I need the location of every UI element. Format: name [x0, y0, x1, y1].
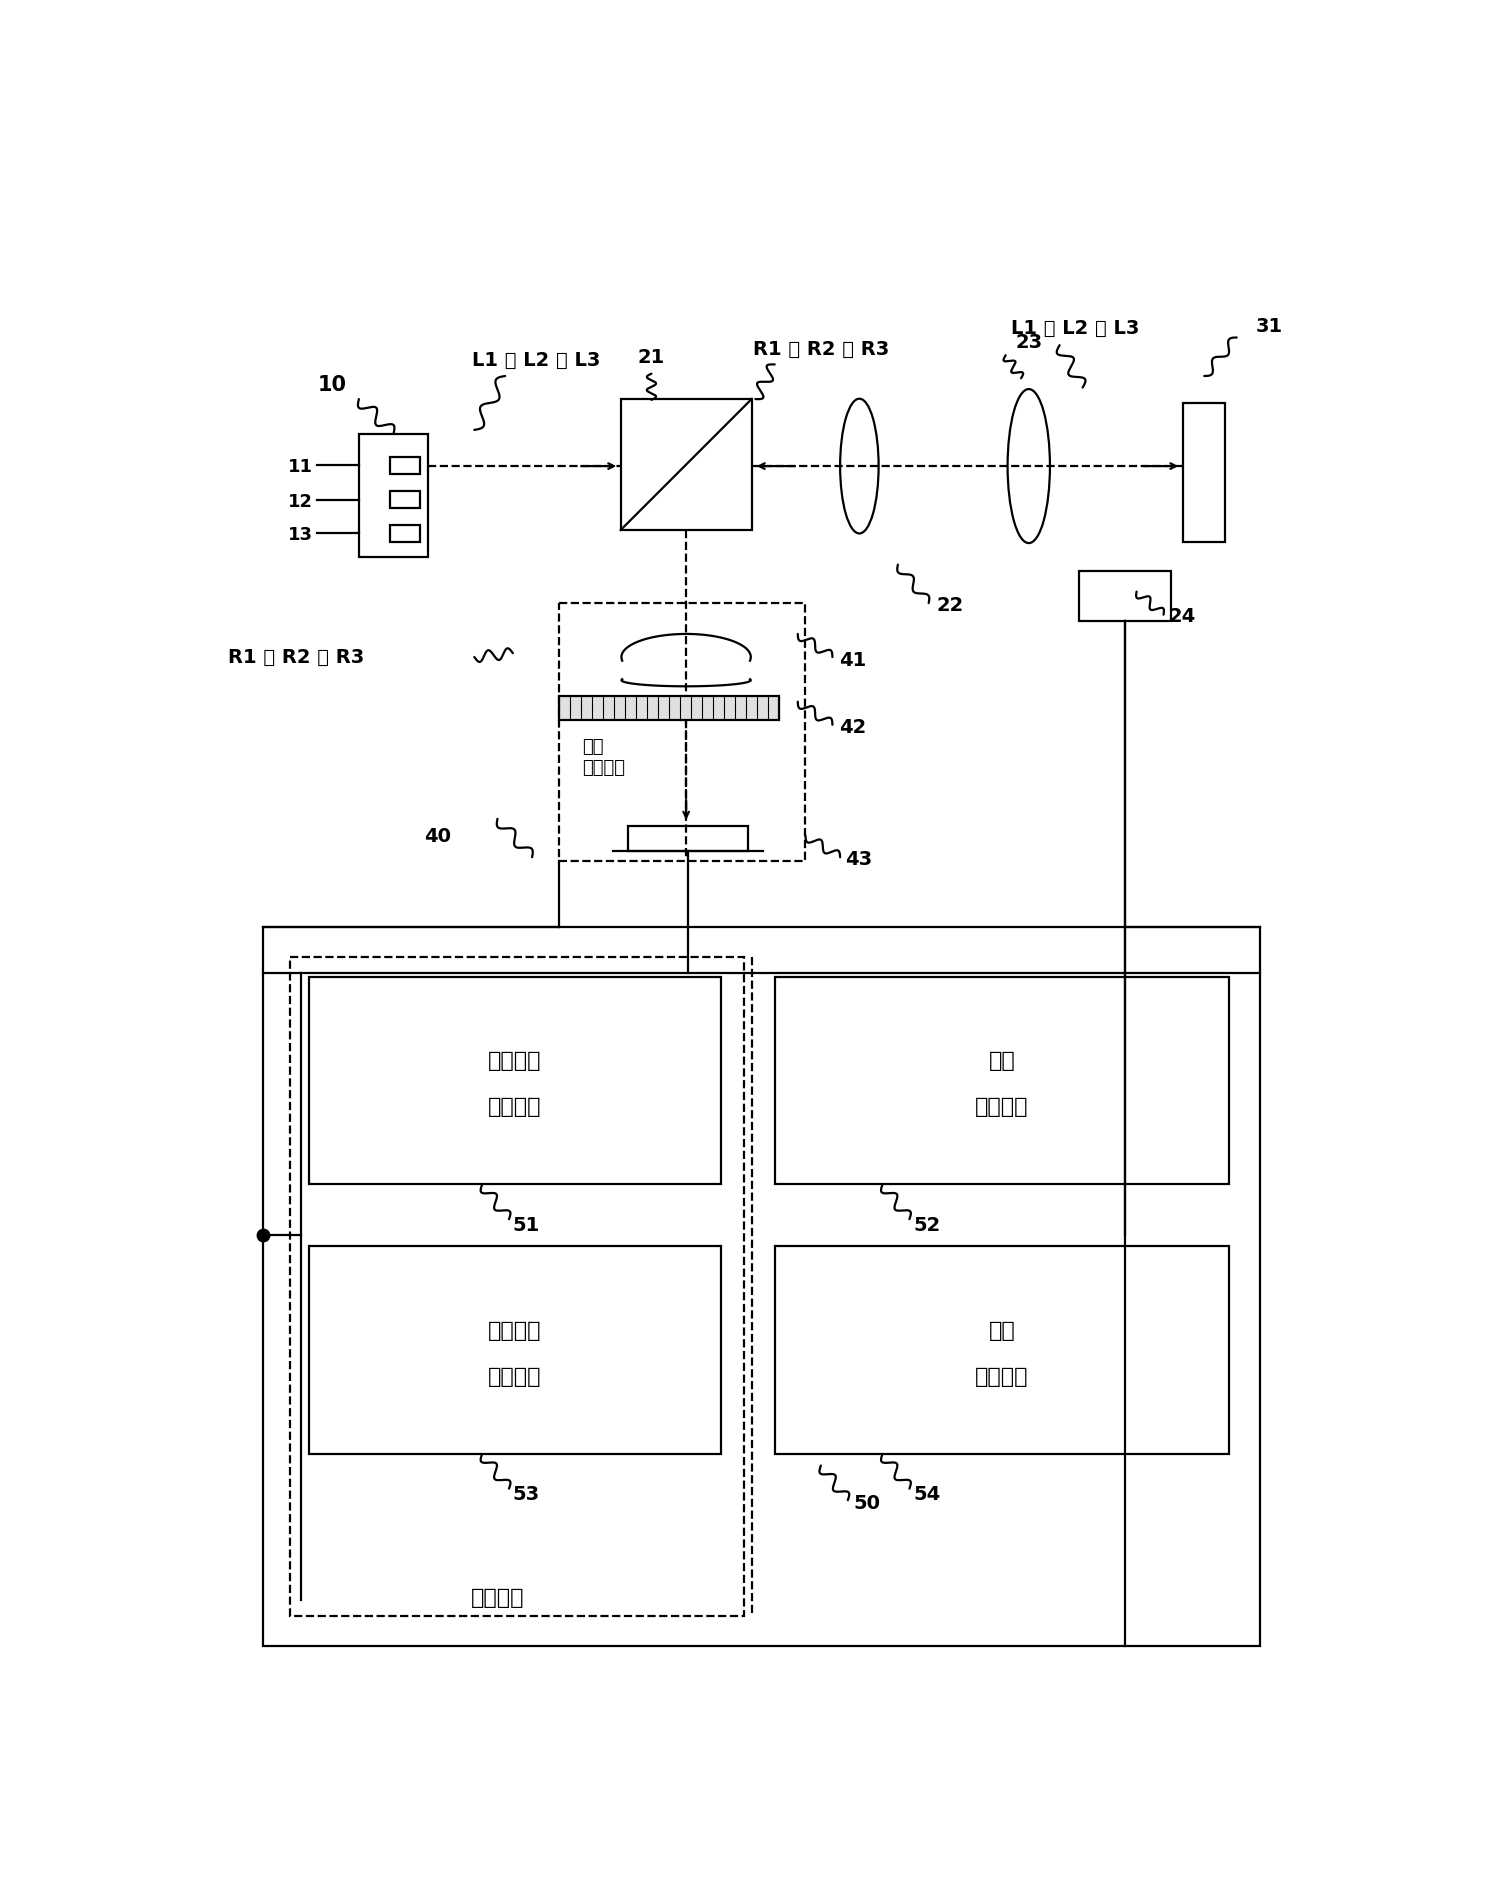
Text: L1 或 L2 或 L3: L1 或 L2 或 L3	[1010, 318, 1140, 337]
Bar	[559, 602, 805, 862]
Text: 13: 13	[288, 525, 312, 544]
Bar	[774, 1246, 1229, 1455]
Text: 12: 12	[288, 493, 312, 510]
Bar	[309, 977, 721, 1184]
Text: 伺服电路: 伺服电路	[975, 1097, 1028, 1118]
Bar	[309, 1246, 721, 1455]
Text: 41: 41	[838, 651, 866, 670]
Text: 23: 23	[1015, 333, 1042, 352]
Text: 52: 52	[914, 1216, 941, 1235]
Bar	[389, 491, 421, 508]
Text: 伺服电路: 伺服电路	[975, 1366, 1028, 1387]
Bar	[263, 926, 1260, 1647]
Text: 43: 43	[846, 851, 872, 869]
Text: 40: 40	[425, 826, 452, 845]
Bar	[629, 826, 747, 851]
Text: 10: 10	[318, 375, 346, 395]
Bar	[559, 696, 779, 721]
Text: R1 或 R2 或 R3: R1 或 R2 或 R3	[227, 647, 364, 668]
Text: R1 或 R2 或 R3: R1 或 R2 或 R3	[753, 341, 889, 359]
Text: 24: 24	[1169, 608, 1196, 627]
Bar	[358, 433, 428, 557]
Text: 53: 53	[513, 1485, 539, 1504]
Bar	[389, 525, 421, 542]
Text: 检测电路: 检测电路	[487, 1097, 541, 1118]
Text: 51: 51	[513, 1216, 539, 1235]
Text: 检测
光学系统: 检测 光学系统	[583, 738, 626, 777]
Bar	[621, 399, 752, 531]
Text: 42: 42	[838, 717, 866, 736]
Text: 检测电路: 检测电路	[471, 1588, 525, 1607]
Text: L1 或 L2 或 L3: L1 或 L2 或 L3	[471, 350, 600, 371]
Bar	[290, 958, 744, 1615]
Text: 11: 11	[288, 457, 312, 476]
Text: 31: 31	[1256, 316, 1282, 337]
Text: 循轨: 循轨	[988, 1321, 1015, 1340]
Bar	[389, 457, 421, 474]
Text: 聚焦: 聚焦	[988, 1052, 1015, 1071]
Bar	[774, 977, 1229, 1184]
Text: 54: 54	[914, 1485, 941, 1504]
Text: 循轨误差: 循轨误差	[487, 1321, 541, 1340]
Bar	[1079, 570, 1171, 621]
Text: 22: 22	[936, 597, 963, 615]
Text: 50: 50	[853, 1494, 880, 1513]
Text: 21: 21	[637, 348, 666, 367]
Bar	[1183, 403, 1224, 542]
Text: 检测电路: 检测电路	[487, 1366, 541, 1387]
Text: 焦点偏移: 焦点偏移	[487, 1052, 541, 1071]
